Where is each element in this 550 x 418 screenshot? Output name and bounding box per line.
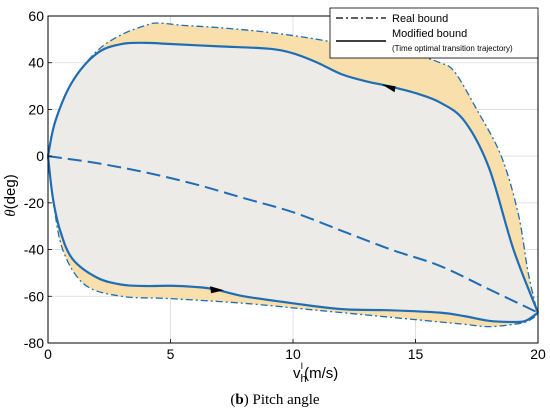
x-tick-label: 15	[408, 346, 424, 362]
arrow-left-icon	[381, 84, 396, 93]
y-tick-label: -80	[24, 335, 44, 351]
bound-curves	[46, 22, 540, 328]
y-axis-label: θ(deg)	[2, 174, 19, 216]
x-axis-symbol: v	[293, 365, 301, 382]
real-bound-upper-line	[47, 22, 539, 316]
y-tick-label: 0	[36, 148, 44, 164]
y-tick-label: -60	[24, 288, 44, 304]
axis-ticks: 0 5 10 15 20 -80 -60 -40 -20 0 20 40 60	[24, 8, 546, 362]
x-tick-label: 10	[285, 346, 301, 362]
caption-text: Pitch angle	[252, 392, 320, 408]
y-tick-label: -20	[24, 195, 44, 211]
transition-dashed-line	[47, 155, 539, 314]
y-tick-label: 20	[28, 101, 44, 117]
legend-real-label: Real bound	[392, 13, 448, 25]
modified-bound-lower-line	[46, 156, 539, 324]
modified-bound-upper-line	[46, 41, 540, 314]
bound-areas	[48, 23, 538, 327]
x-tick-label: 0	[44, 346, 52, 362]
arrow-right-icon	[210, 286, 225, 294]
legend: Real bound Modified bound (Time optimal …	[329, 7, 539, 59]
x-tick-label: 5	[167, 346, 175, 362]
direction-arrows	[210, 84, 396, 294]
legend-modified-note: (Time optimal transition trajectory)	[392, 44, 513, 53]
legend-modified-label: Modified bound	[392, 28, 467, 40]
x-axis-unit: (m/s)	[304, 365, 338, 382]
modified-bound-area	[48, 42, 538, 323]
y-axis-symbol: θ	[3, 209, 19, 217]
caption-label: b	[235, 392, 244, 408]
y-tick-label: 60	[28, 8, 44, 24]
y-axis-unit: (deg)	[2, 174, 19, 209]
figure-caption: (b) Pitch angle	[230, 392, 320, 408]
x-tick-label: 20	[530, 346, 546, 362]
legend-box	[329, 7, 539, 59]
y-tick-label: -40	[24, 242, 44, 258]
x-axis-superscript: I	[301, 361, 304, 371]
x-axis-label: vhI(m/s)	[293, 361, 338, 385]
x-axis-subscript: h	[301, 373, 307, 385]
y-tick-label: 40	[28, 55, 44, 71]
real-bound-lower-line	[47, 156, 539, 328]
